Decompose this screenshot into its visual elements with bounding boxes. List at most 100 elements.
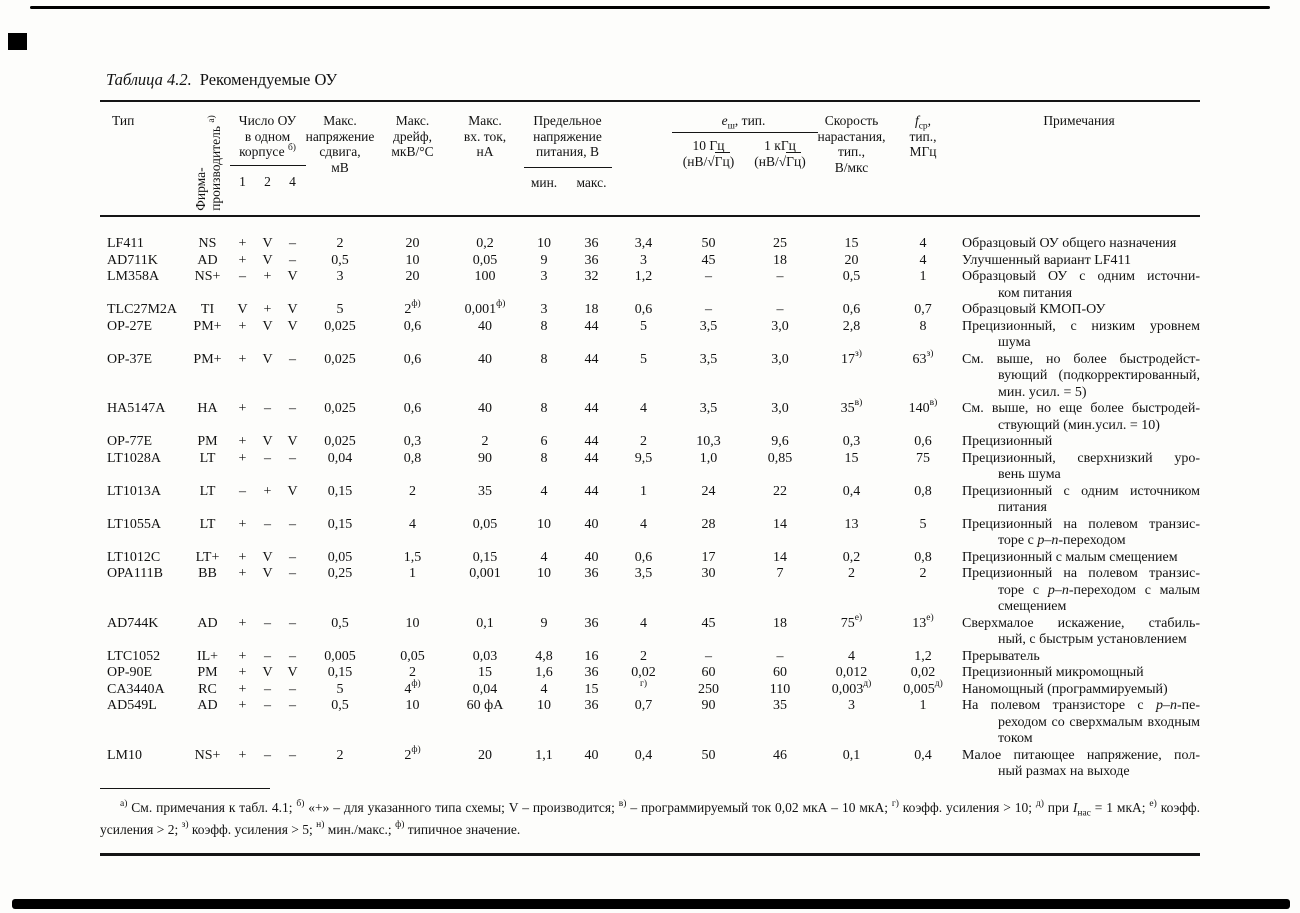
pkg-quad-cell: – xyxy=(289,252,296,268)
noise-10hz-cell: 3,5 xyxy=(699,318,718,334)
offset-voltage-cell: 0,05 xyxy=(327,549,353,565)
manufacturer-cell: IL+ xyxy=(196,648,219,664)
bandwidth-cell: 0,8 xyxy=(914,483,932,499)
supply-min-cell: 9 xyxy=(540,615,548,631)
pkg-single-cell: + xyxy=(238,516,247,532)
table-header-rule xyxy=(100,215,1200,217)
pkg-single-cell: V xyxy=(237,302,248,317)
note-cell: Прерыватель xyxy=(962,648,1040,664)
supply-min-cell: 10 xyxy=(537,236,551,251)
scan-artifact-bottom-bar xyxy=(12,899,1290,909)
type-cell: LT1028A xyxy=(107,450,161,466)
slew-rate-cell: 0,012 xyxy=(835,665,868,680)
supply-current-cell: 3 xyxy=(640,252,647,268)
noise-1khz-cell: 18 xyxy=(773,615,787,631)
table-row-LTC1052: LTC1052 IL+ + – – 0,005 0,05 0,03 4,8 16 2 – – 4 1,2 Пр… xyxy=(100,649,1200,666)
header-opamps-per-package: Число ОУ в одном корпусе б) 1 2 4 xyxy=(230,102,306,215)
table-content: Таблица 4.2. Рекомендуемые ОУ Тип Фирма-п… xyxy=(100,70,1200,856)
pkg-dual-cell: V xyxy=(262,549,273,565)
offset-voltage-cell: 0,025 xyxy=(324,401,356,416)
input-current-cell: 100 xyxy=(474,269,496,284)
supply-current-cell: 1,2 xyxy=(634,269,653,284)
noise-1khz-cell: 18 xyxy=(773,252,787,268)
pkg-single-cell: + xyxy=(238,549,247,565)
header-noise-1khz: 1 кГц (нВ/√Гц) xyxy=(754,138,806,169)
note-cell: Образцовый ОУ общего назначения xyxy=(962,236,1177,251)
type-cell: OP-37E xyxy=(107,351,153,367)
table-row-HA5147A: HA5147A HA + – –0,025 0,6 40 8 44 4 3,5 3,0 35в) 140в… xyxy=(100,399,1200,434)
input-current-cell: 90 xyxy=(478,450,492,466)
pkg-quad-cell: V xyxy=(287,483,298,499)
manufacturer-cell: LT xyxy=(199,483,216,499)
note-cell: Образцовый КМОП-ОУ xyxy=(962,302,1106,317)
bandwidth-cell: 13е) xyxy=(912,612,934,631)
drift-cell: 0,8 xyxy=(403,450,422,466)
bandwidth-cell: 0,6 xyxy=(914,434,932,449)
pkg-dual-cell: + xyxy=(263,302,272,317)
drift-cell: 2 xyxy=(409,665,416,680)
pkg-quad-cell: – xyxy=(289,351,296,367)
supply-max-cell: 40 xyxy=(584,549,599,565)
pkg-single-cell: + xyxy=(238,252,247,268)
slew-rate-cell: 0,6 xyxy=(842,302,861,317)
slew-rate-cell: 0,5 xyxy=(842,269,861,284)
slew-rate-cell: 0,2 xyxy=(842,549,861,565)
supply-current-cell: 5 xyxy=(640,351,647,367)
manufacturer-cell: PM+ xyxy=(193,351,222,367)
pkg-quad-cell: – xyxy=(289,698,296,713)
bandwidth-cell: 0,8 xyxy=(914,549,932,565)
pkg-dual-cell: – xyxy=(264,698,271,713)
pkg-quad-cell: – xyxy=(289,401,296,416)
supply-current-cell: 0,02 xyxy=(631,665,656,680)
table-row-OPA111B: OPA111B BB + V – 0,25 1 0,001 10 36 3,5 30 7 2 2 Прециз… xyxy=(100,566,1200,616)
table-row-AD744K: AD744K AD + – – 0,5 10 0,1 9 36 4 45 18 75е) 13е) Сверх… xyxy=(100,612,1200,649)
pkg-single-cell: + xyxy=(238,665,247,680)
pkg-quad-cell: – xyxy=(289,516,296,532)
pkg-dual-cell: + xyxy=(263,269,272,284)
type-cell: LF411 xyxy=(107,236,144,251)
slew-rate-cell: 17з) xyxy=(841,348,862,367)
note-cell: Образцовый ОУ с одним источни-ком питани… xyxy=(962,269,1200,301)
offset-voltage-cell: 0,025 xyxy=(324,318,356,334)
noise-10hz-cell: 3,5 xyxy=(699,351,718,367)
supply-max-cell: 16 xyxy=(584,648,599,664)
drift-cell: 10 xyxy=(405,698,420,713)
pkg-single-cell: + xyxy=(238,236,247,251)
offset-voltage-cell: 0,15 xyxy=(327,665,353,680)
noise-10hz-cell: – xyxy=(705,648,712,664)
supply-max-cell: 44 xyxy=(584,483,599,499)
pkg-single-cell: – xyxy=(239,483,246,499)
manufacturer-cell: NS+ xyxy=(194,269,221,284)
table-bottom-rule xyxy=(100,853,1200,856)
drift-cell: 20 xyxy=(405,236,420,251)
input-current-cell: 0,05 xyxy=(472,252,498,268)
header-supply-min: мин. xyxy=(530,175,558,190)
table-title-text: Рекомендуемые ОУ xyxy=(199,70,338,89)
drift-cell: 0,6 xyxy=(403,351,422,367)
pkg-dual-cell: – xyxy=(264,681,271,697)
supply-current-cell: 4 xyxy=(640,615,647,631)
supply-current-cell: 4 xyxy=(640,401,647,416)
slew-rate-cell: 20 xyxy=(844,252,859,268)
slew-rate-cell: 2,8 xyxy=(842,318,861,334)
supply-current-cell: 3,4 xyxy=(634,236,653,251)
noise-1khz-cell: 9,6 xyxy=(771,434,789,449)
type-cell: HA5147A xyxy=(107,401,166,416)
pkg-dual-cell: V xyxy=(262,566,273,581)
header-max-drift: Макс. дрейф, мкВ/°С xyxy=(391,113,434,159)
noise-10hz-cell: 17 xyxy=(701,549,716,565)
pkg-quad-cell: – xyxy=(289,648,296,664)
note-cell: Прецизионный микромощный xyxy=(962,665,1144,680)
drift-cell: 0,6 xyxy=(403,401,422,416)
offset-voltage-cell: 0,025 xyxy=(324,351,356,367)
noise-1khz-cell: 22 xyxy=(773,483,787,499)
manufacturer-cell: LT xyxy=(199,450,216,466)
drift-cell: 10 xyxy=(405,252,420,268)
input-current-cell: 0,1 xyxy=(476,615,494,631)
supply-max-cell: 18 xyxy=(584,302,599,317)
supply-min-cell: 3 xyxy=(540,302,548,317)
pkg-quad-cell: V xyxy=(287,318,298,334)
type-cell: AD549L xyxy=(107,698,157,713)
type-cell: OP-77E xyxy=(107,434,153,449)
supply-current-cell: 2 xyxy=(640,434,647,449)
